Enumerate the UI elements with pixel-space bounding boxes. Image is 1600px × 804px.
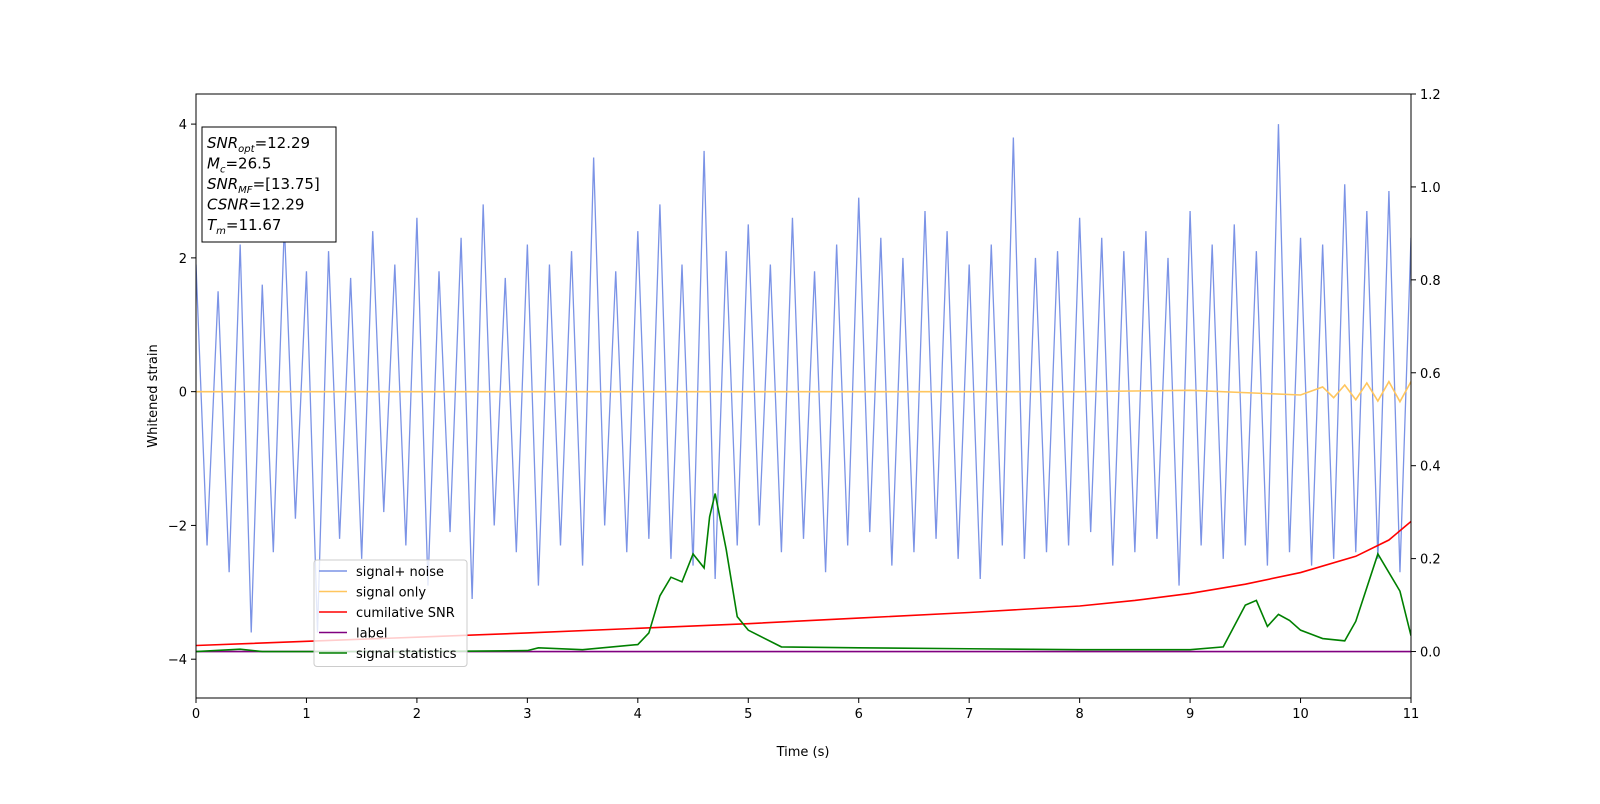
x-tick-label: 2: [413, 707, 421, 722]
annotation-box: [201, 126, 337, 243]
x-tick-label: 8: [1075, 707, 1083, 722]
annotation-sub: m: [216, 226, 226, 237]
y-tick-label: 4: [179, 118, 187, 133]
series-line: [196, 520, 1411, 647]
y-tick-label: 0: [179, 386, 187, 401]
y2-tick-label: 0.6: [1420, 367, 1441, 382]
y2-tick-label: 0.2: [1420, 553, 1441, 568]
x-tick-label: 5: [744, 707, 752, 722]
x-tick-label: 7: [965, 707, 973, 722]
y2-tick-label: 0.0: [1420, 646, 1441, 661]
legend-label: cumilative SNR: [356, 606, 455, 621]
annotation-line: SNRMF=[13.75]: [207, 175, 320, 196]
legend-box: [313, 559, 468, 667]
y-tick-label: 2: [179, 252, 187, 267]
x-tick-label: 4: [634, 707, 642, 722]
annotation-value: =[13.75]: [253, 175, 320, 193]
series-line: [196, 124, 1411, 633]
x-axis-label: Time (s): [776, 745, 830, 760]
x-tick-label: 6: [855, 707, 863, 722]
annotation-line: Tm=11.67: [207, 216, 281, 237]
legend-label: signal only: [356, 586, 426, 601]
annotation-sub: opt: [238, 144, 255, 155]
annotation-value: =26.5: [225, 155, 271, 173]
y-tick-label: −2: [168, 519, 187, 534]
x-tick-label: 9: [1186, 707, 1194, 722]
x-tick-label: 10: [1292, 707, 1309, 722]
series-line: [196, 493, 1411, 653]
x-tick-label: 11: [1403, 707, 1420, 722]
plot-frame: [195, 93, 1412, 699]
annotation-name: SNR: [207, 134, 238, 152]
x-tick-label: 1: [302, 707, 310, 722]
x-tick-label: 3: [523, 707, 531, 722]
annotation-name: M: [207, 155, 220, 173]
y-tick-label: −4: [168, 653, 187, 668]
annotation-sub: c: [220, 165, 226, 176]
y2-tick-label: 0.4: [1420, 460, 1441, 475]
y2-tick-label: 0.8: [1420, 274, 1441, 289]
annotation-value: =12.29: [255, 134, 311, 152]
annotation-value: =11.67: [226, 216, 282, 234]
annotation-name: T: [207, 216, 218, 234]
annotation-line: SNRopt=12.29: [207, 134, 310, 155]
y2-tick-label: 1.2: [1420, 88, 1441, 103]
annotation-value: =12.29: [249, 196, 305, 214]
annotation-name: SNR: [207, 175, 238, 193]
x-tick-label: 0: [192, 707, 200, 722]
annotation-name: CSNR: [207, 196, 249, 214]
annotation-line: Mc=26.5: [207, 155, 271, 176]
legend-label: signal statistics: [356, 647, 457, 662]
series-line: [196, 379, 1411, 404]
legend-label: label: [356, 627, 387, 642]
y-axis-label: Whitened strain: [146, 344, 161, 447]
annotation-sub: MF: [238, 185, 253, 196]
legend-label: signal+ noise: [356, 565, 444, 580]
y2-tick-label: 1.0: [1420, 181, 1441, 196]
annotation-line: CSNR=12.29: [207, 196, 304, 214]
